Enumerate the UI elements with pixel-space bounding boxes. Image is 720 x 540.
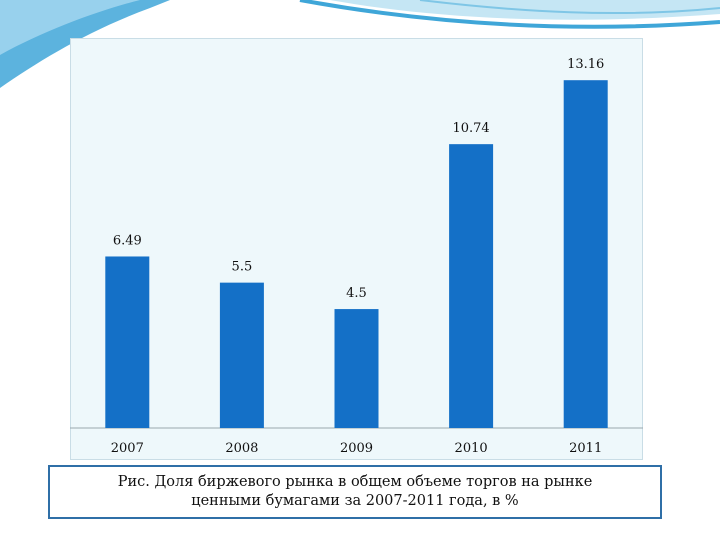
bar-chart: 6.49 2007 5.5 2008 4.5 2009 10.74 2010 13.16 2011 xyxy=(70,57,643,456)
decor-wave-top-right-line xyxy=(299,0,720,29)
caption-line-1: Рис. Доля биржевого рынка в общем объеме… xyxy=(117,474,593,490)
decor-wave-top-right-line-2 xyxy=(419,0,720,15)
bar-2008 xyxy=(219,282,264,428)
data-label-2007: 6.49 xyxy=(113,233,142,248)
bar-2010 xyxy=(449,144,494,428)
x-tick-label-2007: 2007 xyxy=(111,441,144,456)
x-tick-label-2008: 2008 xyxy=(225,441,258,456)
x-tick-label-2010: 2010 xyxy=(455,441,488,456)
data-label-2008: 5.5 xyxy=(232,260,253,275)
x-tick-label-2009: 2009 xyxy=(340,441,373,456)
data-label-2010: 10.74 xyxy=(452,121,489,136)
bar-2007 xyxy=(105,256,150,428)
figure-caption: Рис. Доля биржевого рынка в общем объеме… xyxy=(48,465,662,519)
bar-2009 xyxy=(334,309,379,428)
bar-2011 xyxy=(563,80,608,428)
data-label-2011: 13.16 xyxy=(567,57,604,72)
x-tick-label-2011: 2011 xyxy=(569,441,602,456)
data-label-2009: 4.5 xyxy=(346,286,367,301)
caption-line-2: ценными бумагами за 2007-2011 года, в % xyxy=(191,493,519,509)
decor-wave-left-light xyxy=(0,0,140,55)
